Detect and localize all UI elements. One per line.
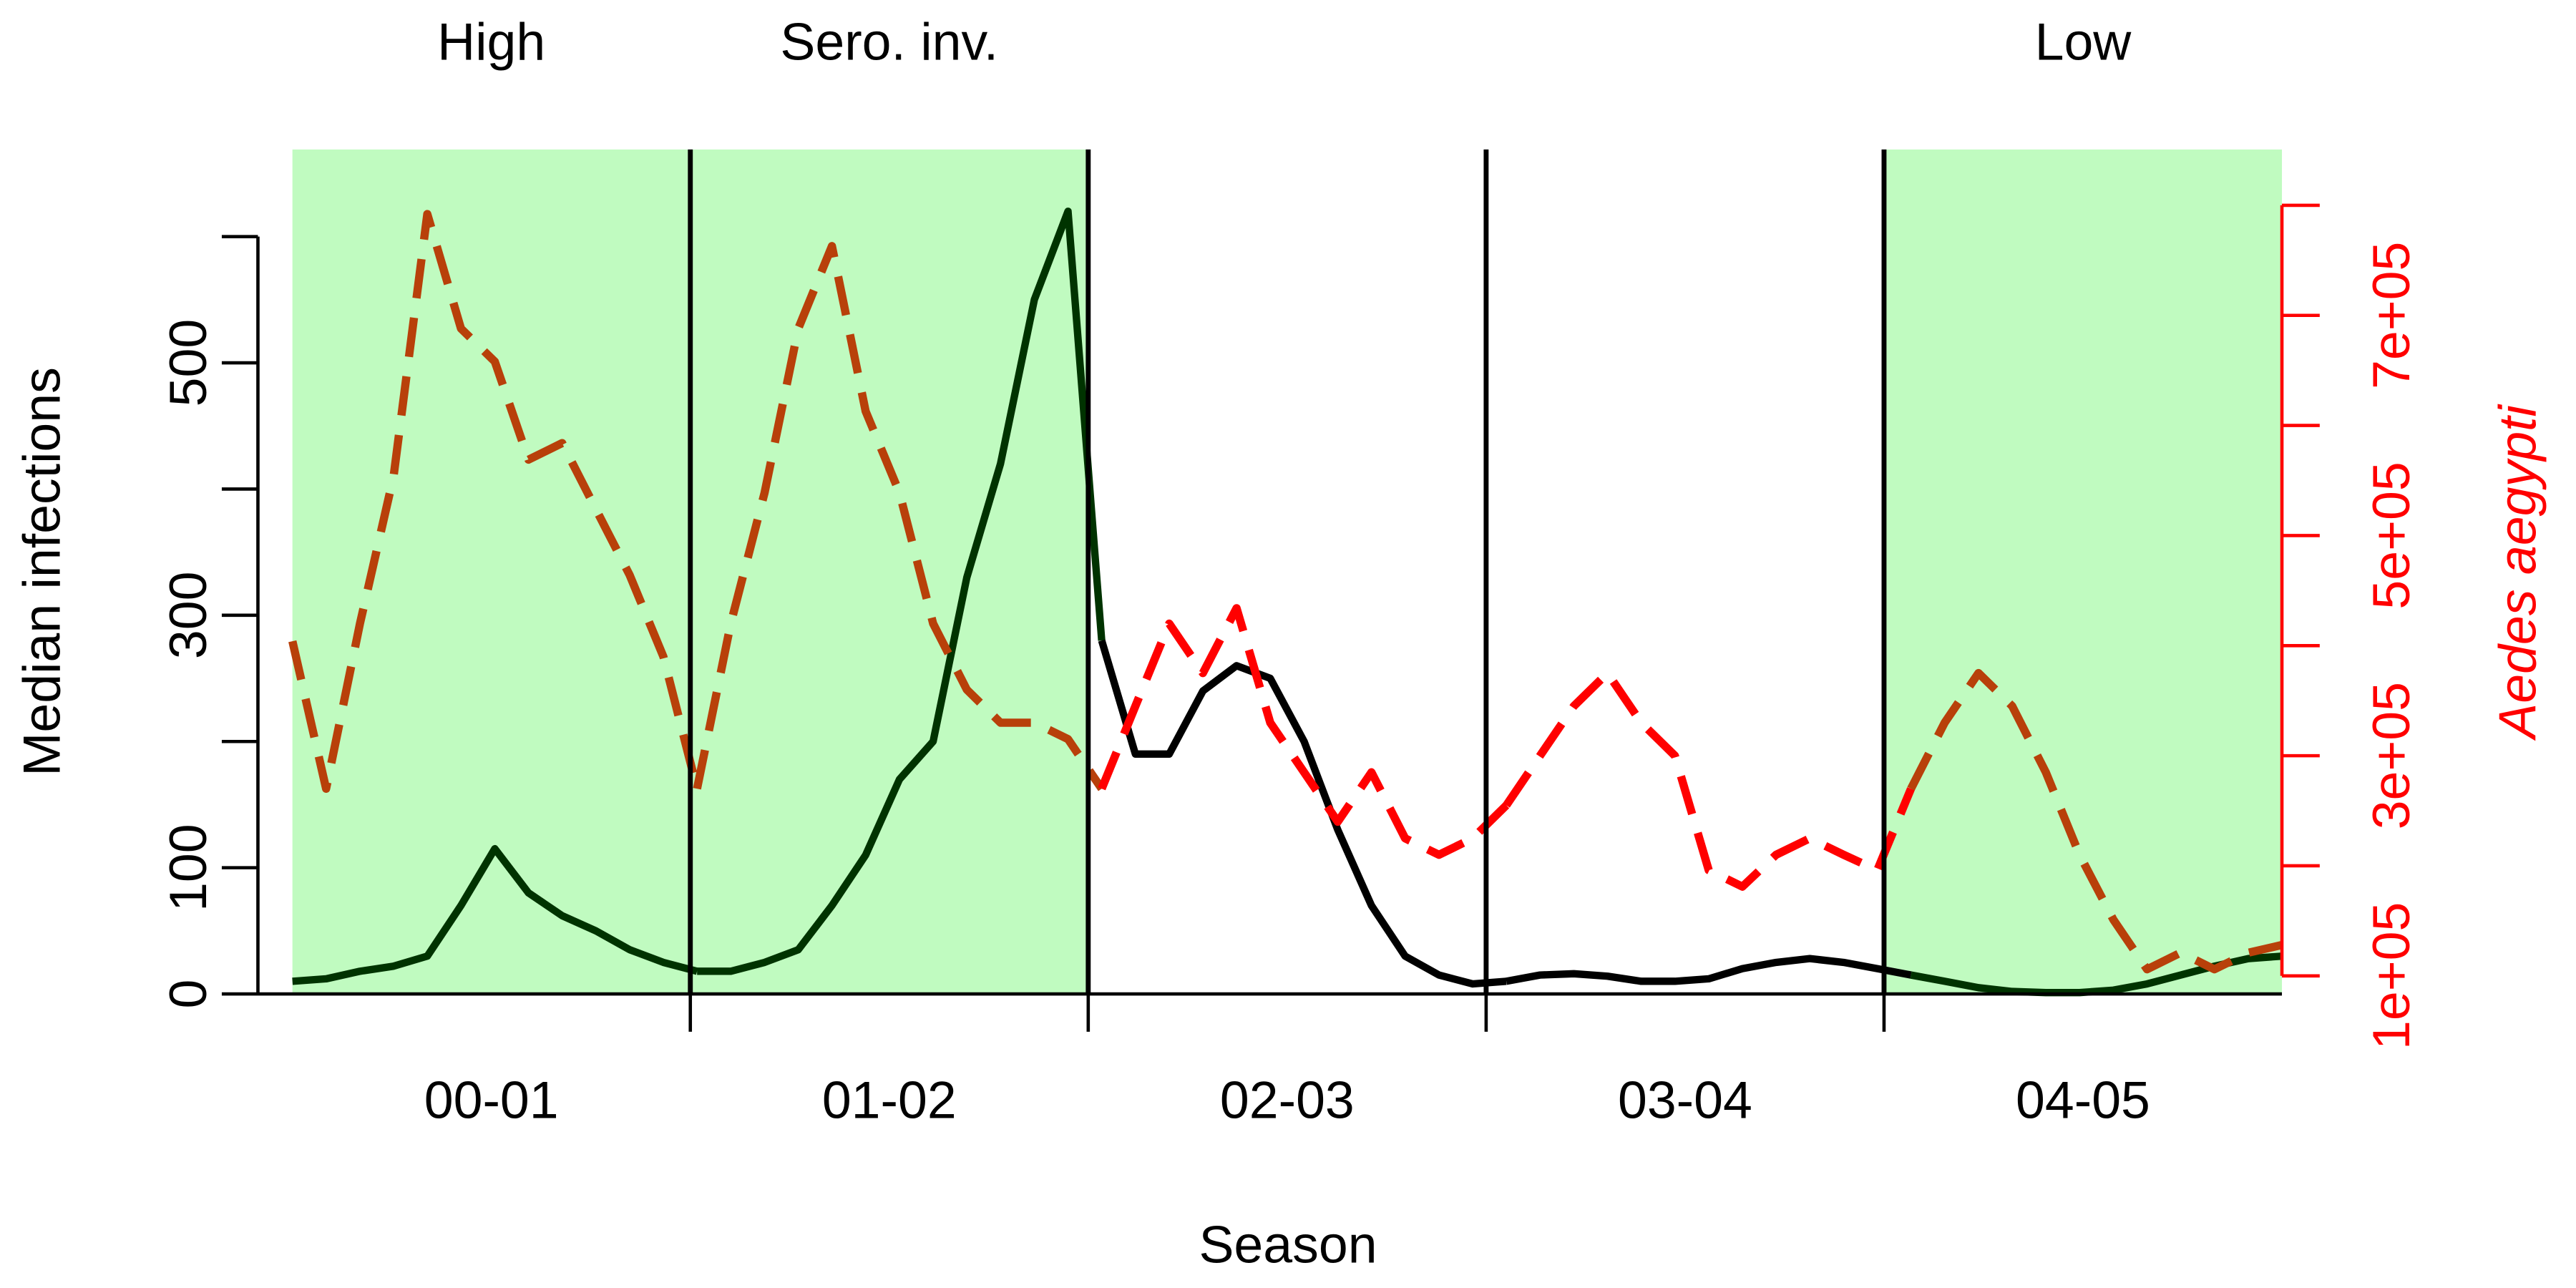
x-tick-label: 00-01: [424, 1070, 559, 1129]
mosquito-line: [1098, 604, 1510, 859]
y-tick-label: 300: [158, 572, 218, 660]
y-tick-label: 500: [158, 319, 218, 407]
y-tick-label: 100: [158, 824, 218, 912]
season-shade: [1883, 149, 2283, 995]
y-tick-label: 0: [158, 980, 218, 1009]
mosquito-line: [693, 242, 1106, 791]
infection-line: [1098, 639, 1507, 988]
mosquito-line: [1503, 668, 1915, 891]
mosquito-line: [1907, 668, 2283, 974]
y2-tick-label: 7e+05: [2361, 242, 2421, 389]
y-axis-title: Median infections: [12, 367, 72, 776]
infection-line: [697, 208, 1106, 975]
shading-layer: [292, 149, 2283, 995]
x-tick-label: 01-02: [822, 1070, 957, 1129]
infection-line: [292, 844, 698, 985]
mosquito-line: [288, 210, 701, 794]
lines-layer: [288, 208, 2283, 997]
season-label: High: [437, 12, 545, 72]
x-tick-label: 03-04: [1618, 1070, 1752, 1129]
x-axis-title: Season: [1199, 1214, 1377, 1274]
x-tick-label: 02-03: [1220, 1070, 1355, 1129]
y2-tick-label: 1e+05: [2361, 902, 2421, 1050]
season-shade: [690, 149, 1088, 995]
axes-layer: High 00-01 Sero. inv. 01-02 02-03 03-04 Low 04-…: [158, 12, 2421, 1130]
season-label: Low: [2035, 12, 2132, 72]
y2-tick-label: 3e+05: [2361, 682, 2421, 829]
y2-tick-label: 5e+05: [2361, 462, 2421, 609]
infection-line: [1506, 955, 1912, 985]
x-tick-label: 04-05: [2016, 1070, 2150, 1129]
y2-axis-title: Aedes aegypti: [2488, 404, 2547, 741]
season-label: Sero. inv.: [780, 12, 998, 72]
